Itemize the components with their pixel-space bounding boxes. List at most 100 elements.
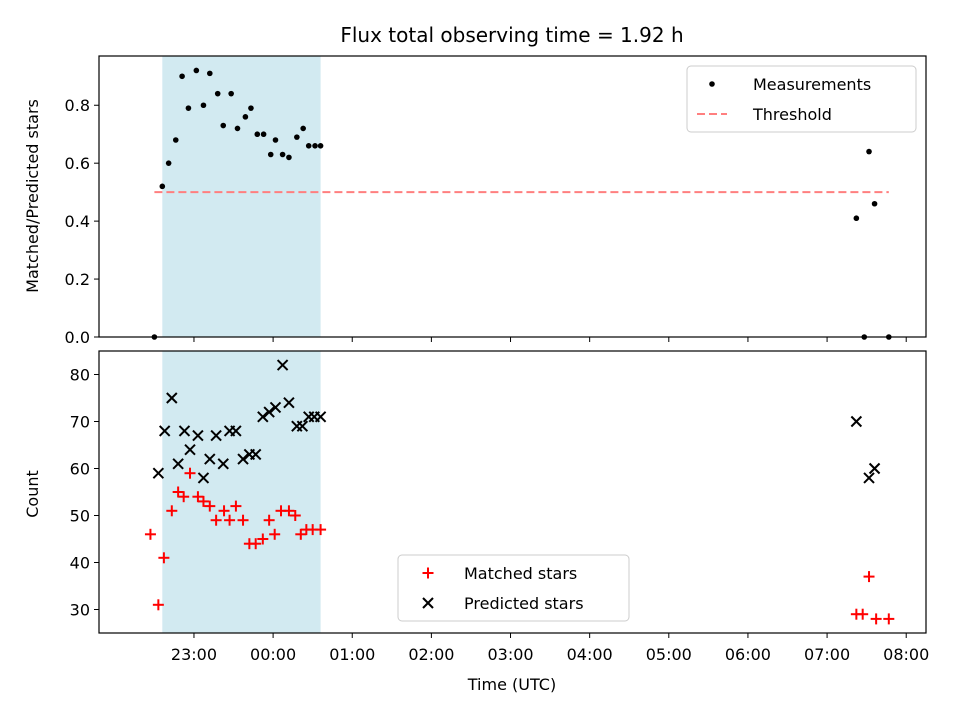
measurement-point bbox=[234, 125, 241, 132]
predicted-star-point bbox=[276, 359, 289, 371]
x-tick-label: 06:00 bbox=[725, 645, 771, 664]
matched-star-point bbox=[250, 538, 262, 550]
measurement-point bbox=[242, 114, 249, 120]
matched-star-point bbox=[204, 500, 216, 512]
measurement-point bbox=[286, 154, 292, 161]
measurement-point bbox=[294, 134, 300, 140]
x-tick-label: 02:00 bbox=[408, 645, 454, 664]
measurement-point bbox=[159, 183, 166, 190]
predicted-star-point bbox=[283, 396, 295, 409]
measurement-point bbox=[279, 151, 286, 158]
bottom-legend-box bbox=[397, 554, 630, 622]
x-tick-label: 04:00 bbox=[567, 645, 613, 664]
x-tick-label: 03:00 bbox=[487, 645, 533, 664]
measurement-point bbox=[206, 70, 213, 77]
top-shaded-span bbox=[162, 56, 321, 337]
x-tick-label: 07:00 bbox=[804, 645, 850, 664]
matched-star-point bbox=[158, 552, 170, 564]
legend-label: Predicted stars bbox=[464, 594, 584, 613]
predicted-star-point bbox=[204, 453, 216, 465]
measurement-point bbox=[871, 200, 878, 207]
top-legend-box bbox=[686, 65, 917, 133]
measurement-point bbox=[220, 122, 227, 129]
predicted-star-point bbox=[210, 429, 222, 442]
matched-star-point bbox=[224, 514, 236, 526]
predicted-star-point bbox=[166, 392, 178, 404]
matched-star-point bbox=[166, 505, 178, 517]
matched-star-point bbox=[178, 491, 190, 503]
predicted-star-point bbox=[172, 458, 184, 470]
predicted-star-point bbox=[230, 425, 242, 437]
measurement-point bbox=[214, 90, 221, 97]
matched-star-point bbox=[289, 510, 301, 521]
top-legend: Measurements Threshold bbox=[686, 65, 917, 133]
measurement-point bbox=[260, 131, 267, 138]
matched-star-point bbox=[192, 491, 204, 503]
top-y-axis-label: Matched/Predicted stars bbox=[23, 99, 42, 293]
matched-star-point bbox=[870, 613, 882, 625]
measurement-point bbox=[248, 105, 254, 111]
predicted-star-point bbox=[178, 425, 191, 437]
measurement-point bbox=[179, 73, 185, 80]
bottom-y-tick-label: 70 bbox=[70, 413, 90, 432]
measurement-point bbox=[272, 137, 279, 143]
predicted-star-point bbox=[269, 401, 282, 414]
legend-label: Threshold bbox=[752, 105, 832, 124]
measurement-point bbox=[228, 90, 234, 97]
measurement-point bbox=[185, 105, 192, 111]
x-tick-label: 05:00 bbox=[646, 645, 692, 664]
predicted-star-point bbox=[257, 411, 269, 423]
top-y-tick-label: 0.8 bbox=[65, 96, 90, 115]
measurement-point bbox=[172, 137, 179, 143]
matched-star-point bbox=[210, 514, 222, 526]
legend-predicted-swatch bbox=[422, 597, 434, 609]
matched-star-point bbox=[269, 528, 281, 540]
bottom-y-axis-label: Count bbox=[23, 470, 42, 518]
top-y-tick-label: 0.0 bbox=[65, 328, 90, 347]
matched-star-point bbox=[172, 486, 184, 498]
matched-star-point bbox=[230, 500, 242, 512]
legend-measurement-swatch bbox=[709, 81, 715, 87]
measurement-point bbox=[254, 131, 261, 138]
measurement-point bbox=[853, 215, 860, 222]
predicted-star-point bbox=[296, 420, 309, 432]
matched-star-point bbox=[184, 467, 196, 479]
matched-star-point bbox=[197, 495, 209, 507]
measurement-point bbox=[312, 143, 318, 149]
predicted-star-point bbox=[158, 425, 171, 437]
matched-star-point bbox=[257, 533, 269, 545]
x-tick-label: 08:00 bbox=[883, 645, 929, 664]
measurement-point bbox=[200, 102, 207, 109]
x-tick-label: 01:00 bbox=[329, 645, 375, 664]
matched-star-point bbox=[152, 599, 164, 611]
legend-label: Matched stars bbox=[464, 564, 577, 583]
predicted-star-point bbox=[217, 458, 229, 470]
predicted-star-point bbox=[152, 467, 165, 479]
measurement-point bbox=[165, 160, 172, 166]
measurement-point bbox=[193, 67, 200, 74]
bottom-y-tick-label: 40 bbox=[70, 554, 90, 573]
bottom-y-tick-label: 30 bbox=[70, 601, 90, 620]
predicted-star-point bbox=[850, 415, 863, 428]
chart-title: Flux total observing time = 1.92 h bbox=[340, 23, 683, 47]
matched-star-point bbox=[237, 514, 249, 526]
matched-star-point bbox=[883, 613, 895, 625]
legend-matched-swatch bbox=[422, 567, 434, 579]
bottom-y-tick-label: 50 bbox=[70, 507, 90, 526]
bottom-y-tick-label: 60 bbox=[70, 460, 90, 479]
matched-star-point bbox=[263, 514, 275, 526]
predicted-star-point bbox=[863, 472, 875, 484]
measurement-point bbox=[267, 151, 274, 158]
predicted-star-point bbox=[263, 406, 275, 418]
x-axis-label: Time (UTC) bbox=[467, 675, 556, 694]
matched-star-point bbox=[315, 524, 327, 536]
matched-star-point bbox=[857, 608, 869, 620]
measurement-point bbox=[300, 125, 306, 132]
top-y-tick-label: 0.2 bbox=[65, 270, 90, 289]
bottom-shaded-span bbox=[162, 351, 321, 633]
legend-label: Measurements bbox=[753, 75, 871, 94]
matched-star-point bbox=[218, 505, 230, 517]
matched-star-point bbox=[283, 505, 295, 517]
bottom-axes-frame bbox=[98, 350, 927, 634]
matched-star-point bbox=[295, 528, 307, 540]
